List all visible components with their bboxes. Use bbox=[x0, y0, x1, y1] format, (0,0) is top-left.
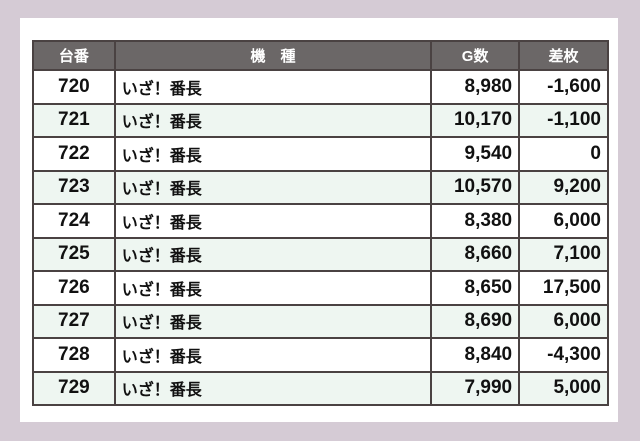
coin-difference: 9,200 bbox=[518, 169, 609, 205]
table-row: 727 いざ！番長 8,690 6,000 bbox=[32, 303, 609, 339]
games-count: 8,690 bbox=[430, 303, 521, 339]
table-header-row: 台番 機 種 G数 差枚 bbox=[32, 40, 609, 71]
machine-number: 722 bbox=[32, 136, 116, 172]
table-row: 726 いざ！番長 8,650 17,500 bbox=[32, 270, 609, 306]
model-name: いざ！番長 bbox=[113, 270, 433, 306]
coin-difference: 0 bbox=[518, 136, 609, 172]
coin-difference: 17,500 bbox=[518, 270, 609, 306]
coin-difference: 7,100 bbox=[518, 236, 609, 272]
machine-number: 724 bbox=[32, 203, 116, 239]
games-count: 8,980 bbox=[430, 69, 521, 105]
games-count: 7,990 bbox=[430, 370, 521, 406]
model-name: いざ！番長 bbox=[113, 370, 433, 406]
games-count: 8,650 bbox=[430, 270, 521, 306]
games-count: 9,540 bbox=[430, 136, 521, 172]
machine-results-table: 台番 機 種 G数 差枚 720 いざ！番長 8,980 -1,600 721 いざ！番長… bbox=[32, 40, 609, 406]
coin-difference: -4,300 bbox=[518, 337, 609, 373]
model-name: いざ！番長 bbox=[113, 102, 433, 138]
model-name: いざ！番長 bbox=[113, 236, 433, 272]
model-name: いざ！番長 bbox=[113, 303, 433, 339]
header-machine-number: 台番 bbox=[32, 40, 116, 71]
games-count: 8,380 bbox=[430, 203, 521, 239]
table-row: 728 いざ！番長 8,840 -4,300 bbox=[32, 337, 609, 373]
games-count: 8,840 bbox=[430, 337, 521, 373]
model-name: いざ！番長 bbox=[113, 169, 433, 205]
coin-difference: 6,000 bbox=[518, 203, 609, 239]
table-row: 720 いざ！番長 8,980 -1,600 bbox=[32, 69, 609, 105]
machine-number: 720 bbox=[32, 69, 116, 105]
table-row: 722 いざ！番長 9,540 0 bbox=[32, 136, 609, 172]
model-name: いざ！番長 bbox=[113, 69, 433, 105]
coin-difference: 5,000 bbox=[518, 370, 609, 406]
machine-number: 725 bbox=[32, 236, 116, 272]
table-row: 723 いざ！番長 10,570 9,200 bbox=[32, 169, 609, 205]
model-name: いざ！番長 bbox=[113, 136, 433, 172]
table-row: 721 いざ！番長 10,170 -1,100 bbox=[32, 102, 609, 138]
machine-number: 729 bbox=[32, 370, 116, 406]
table-row: 725 いざ！番長 8,660 7,100 bbox=[32, 236, 609, 272]
results-panel: 台番 機 種 G数 差枚 720 いざ！番長 8,980 -1,600 721 いざ！番長… bbox=[20, 18, 618, 422]
table-row: 729 いざ！番長 7,990 5,000 bbox=[32, 370, 609, 406]
table-row: 724 いざ！番長 8,380 6,000 bbox=[32, 203, 609, 239]
games-count: 8,660 bbox=[430, 236, 521, 272]
coin-difference: -1,100 bbox=[518, 102, 609, 138]
coin-difference: 6,000 bbox=[518, 303, 609, 339]
header-model: 機 種 bbox=[113, 40, 433, 71]
header-difference: 差枚 bbox=[518, 40, 609, 71]
games-count: 10,570 bbox=[430, 169, 521, 205]
coin-difference: -1,600 bbox=[518, 69, 609, 105]
machine-number: 728 bbox=[32, 337, 116, 373]
model-name: いざ！番長 bbox=[113, 337, 433, 373]
machine-number: 726 bbox=[32, 270, 116, 306]
games-count: 10,170 bbox=[430, 102, 521, 138]
header-games: G数 bbox=[430, 40, 521, 71]
machine-number: 727 bbox=[32, 303, 116, 339]
machine-number: 723 bbox=[32, 169, 116, 205]
machine-number: 721 bbox=[32, 102, 116, 138]
model-name: いざ！番長 bbox=[113, 203, 433, 239]
